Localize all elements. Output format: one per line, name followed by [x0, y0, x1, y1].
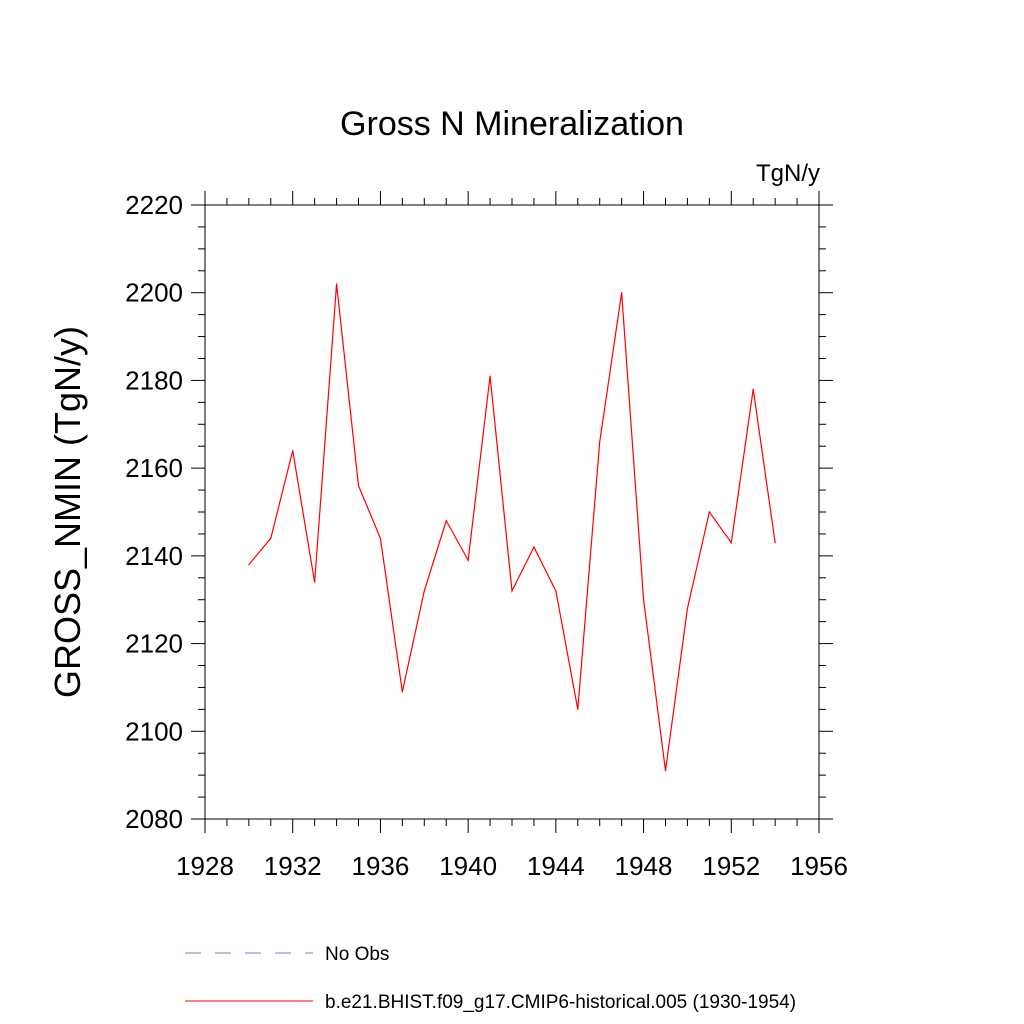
y-tick-label: 2120	[125, 629, 183, 659]
data-point	[445, 520, 447, 522]
y-tick-label: 2220	[125, 190, 183, 220]
x-tick-label: 1948	[615, 851, 673, 881]
data-point	[270, 537, 272, 539]
legend-label-no-obs: No Obs	[325, 944, 389, 965]
series-layer	[248, 283, 776, 772]
x-tick-label: 1928	[176, 851, 234, 881]
x-tick-label: 1956	[790, 851, 848, 881]
data-point	[708, 511, 710, 513]
data-point	[292, 450, 294, 452]
x-tick-label: 1944	[527, 851, 585, 881]
data-point	[423, 590, 425, 592]
data-point	[489, 375, 491, 377]
data-point	[467, 559, 469, 561]
data-point	[335, 283, 338, 285]
x-tick-label: 1952	[702, 851, 760, 881]
data-point	[577, 708, 579, 710]
chart-title: Gross N Mineralization	[340, 105, 684, 143]
data-point	[401, 691, 403, 693]
data-point	[752, 388, 754, 390]
data-point	[730, 542, 732, 544]
legend: No Obs b.e21.BHIST.f09_g17.CMIP6-histori…	[185, 944, 796, 1013]
data-point	[379, 537, 382, 539]
x-tick-label: 1932	[264, 851, 322, 881]
x-tick-label: 1936	[352, 851, 410, 881]
legend-label-historical: b.e21.BHIST.f09_g17.CMIP6-historical.005…	[325, 992, 796, 1013]
data-point	[357, 485, 360, 487]
data-point	[642, 599, 645, 601]
tick-labels: 1928 1932 1936 1940 1944 1948 1952 1956 2080 2100…	[125, 190, 848, 881]
y-tick-label: 2160	[125, 453, 183, 483]
data-point	[248, 564, 250, 566]
y-tick-label: 2200	[125, 278, 183, 308]
y-axis-label: GROSS_NMIN (TgN/y)	[47, 326, 88, 698]
y-tick-label: 2080	[125, 804, 183, 834]
y-tick-label: 2180	[125, 365, 183, 395]
data-point	[314, 581, 316, 583]
units-label: TgN/y	[756, 160, 820, 187]
data-point	[555, 590, 557, 592]
x-tick-label: 1940	[439, 851, 497, 881]
data-point	[621, 292, 623, 294]
plot-frame	[204, 204, 820, 820]
y-tick-label: 2100	[125, 716, 183, 746]
axis-ticks	[191, 191, 833, 833]
series-line-0	[248, 283, 776, 771]
data-point	[664, 770, 667, 772]
data-point	[511, 590, 513, 592]
y-tick-label: 2140	[125, 541, 183, 571]
data-point	[599, 441, 601, 443]
data-point	[774, 542, 776, 544]
data-point	[686, 607, 689, 610]
data-point	[533, 546, 535, 548]
